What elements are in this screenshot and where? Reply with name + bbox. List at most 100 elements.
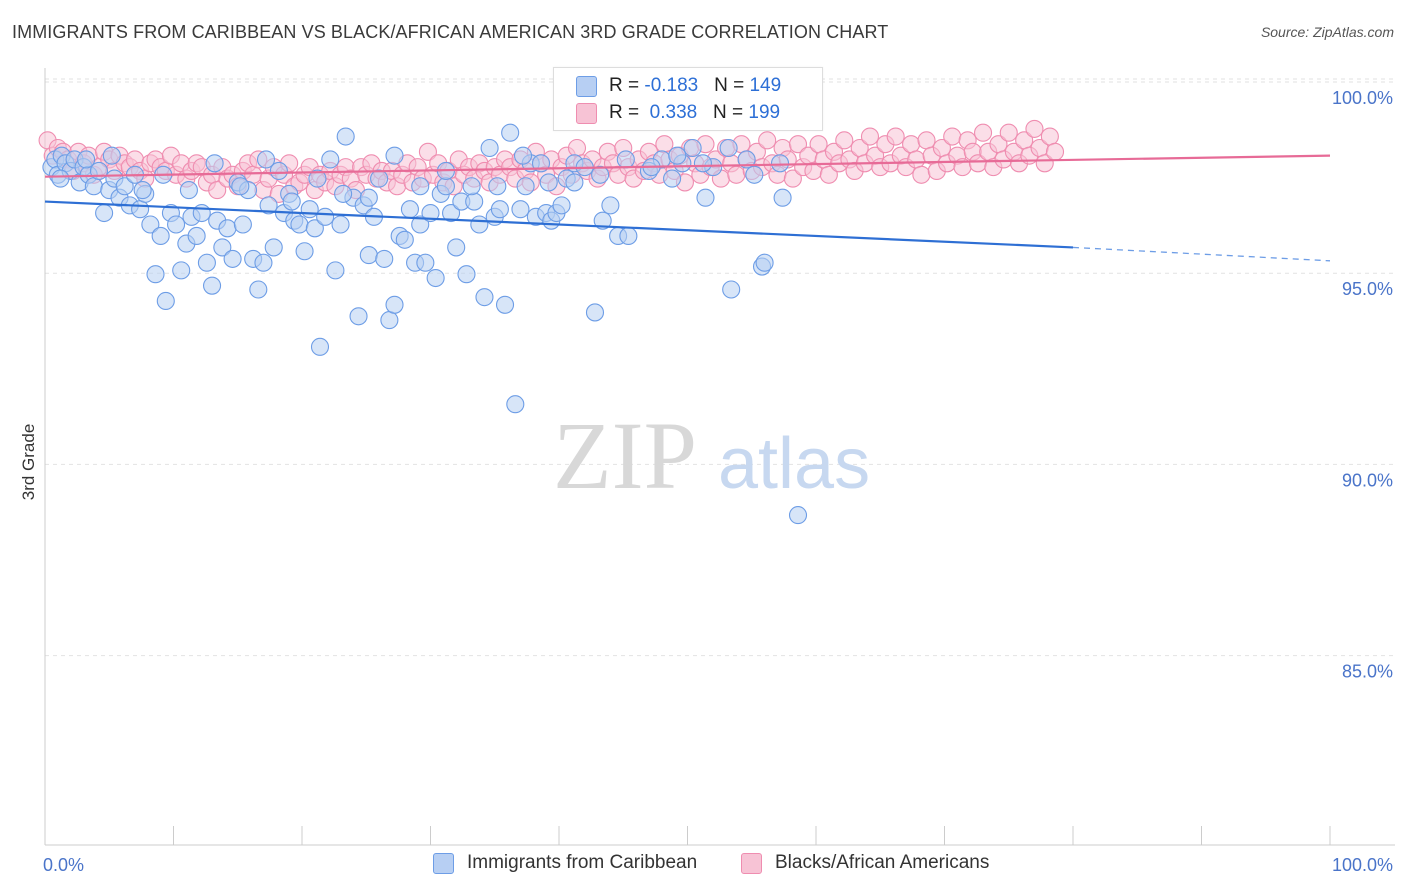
data-point [205,154,224,173]
data-point [475,288,494,307]
data-point [1040,127,1059,146]
legend-r-label: R = [609,102,645,123]
axes [44,68,1395,846]
data-point [336,127,355,146]
legend-row-black: R = 0.338 N = 199 [576,102,780,124]
x-tick-label: 100.0% [1332,855,1393,875]
data-point [179,181,198,200]
data-point [334,184,353,203]
data-point [447,238,466,257]
data-point [95,203,114,223]
trend-lines [44,154,1331,262]
data-point [426,268,445,288]
trend-line-caribbean [44,200,1074,249]
data-point [907,150,926,169]
data-point [290,215,309,234]
data-point [912,165,931,184]
data-point [197,253,216,272]
data-point [973,123,993,142]
data-point [465,192,484,211]
data-point [133,181,152,200]
data-point [501,123,520,142]
data-point [269,161,288,181]
data-point [233,215,252,234]
data-point [788,135,808,154]
data-point [321,150,340,169]
watermark: ZIP atlas [553,402,870,509]
data-point [51,169,70,188]
data-point [102,146,121,165]
data-point [308,169,327,188]
series-legend-caribbean[interactable]: Immigrants from Caribbean [433,852,697,874]
data-point [421,203,440,223]
data-point [593,211,612,230]
y-tick-label: 85.0% [1342,662,1393,682]
data-point [380,311,399,330]
correlation-legend: R = -0.183 N = 149 R = 0.338 N = 199 [553,67,823,131]
series-swatch-caribbean [433,852,454,874]
legend-n-label: N = [714,75,750,96]
data-point [295,242,314,261]
x-tick-label: 0.0% [43,855,84,875]
data-point [788,506,808,525]
data-point [719,138,738,158]
data-point [259,196,278,215]
data-point [943,127,962,146]
data-point [488,177,507,196]
data-point [370,169,389,188]
source-credit: Source: ZipAtlas.com [1260,24,1394,40]
legend-n-label: N = [713,102,749,123]
data-point [819,165,838,184]
legend-n-value: 199 [748,102,781,123]
data-point [616,150,635,169]
data-point [84,177,103,196]
series-legend-black[interactable]: Blacks/African Americans [741,852,989,874]
data-point [385,295,404,314]
data-point [395,230,414,249]
data-point [349,307,368,326]
data-point [264,238,283,257]
legend-r-value: -0.183 [644,75,699,96]
data-point [758,131,777,150]
data-point [436,177,455,196]
legend-r-label: R = [609,75,645,96]
data-point [156,291,175,311]
data-point [755,253,774,272]
trend-line-caribbean-extrapolated [1072,246,1331,262]
series-legend-label: Blacks/African Americans [775,852,990,873]
legend-r-value: 0.338 [644,102,698,123]
data-point [167,215,186,234]
data-point [208,181,227,200]
data-point [416,253,435,272]
y-tick-label: 90.0% [1342,470,1393,490]
watermark-atlas: atlas [718,424,870,504]
data-point [745,165,764,184]
data-point [218,219,237,238]
data-point [213,238,232,257]
y-tick-label: 100.0% [1332,88,1393,108]
data-point [223,249,242,268]
data-point [385,146,404,165]
data-point [310,337,330,356]
data-point [773,188,792,207]
data-point [886,127,905,146]
data-point [411,215,430,234]
data-point [192,203,211,223]
watermark-zip: ZIP [553,402,697,509]
data-point [516,177,535,196]
data-point [462,177,481,196]
data-point [457,265,476,284]
data-point [506,395,525,414]
data-point [282,192,301,211]
legend-swatch-caribbean [576,75,597,97]
legend-n-value: 149 [749,75,782,96]
data-point [254,253,273,272]
data-point [359,188,378,207]
data-point [601,196,620,215]
legend-swatch-black [576,102,597,124]
data-point [400,200,419,219]
data-point [187,226,206,246]
data-point [722,280,741,299]
data-point [305,219,324,238]
